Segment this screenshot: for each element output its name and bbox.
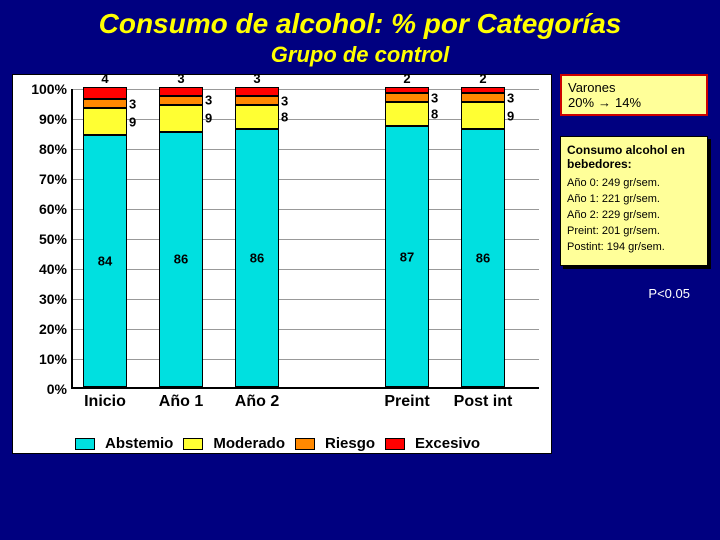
bar-value-label: 3 xyxy=(278,93,298,108)
bar-value-label: 9 xyxy=(202,111,222,126)
bar-value-label: 9 xyxy=(504,108,524,123)
bar-segment: 3 xyxy=(235,96,279,105)
bar-value-label: 87 xyxy=(386,249,428,264)
bar-value-label: 3 xyxy=(428,90,448,105)
legend: Abstemio Moderado Riesgo Excesivo xyxy=(75,435,480,452)
slide-subtitle: Grupo de control xyxy=(0,42,720,68)
legend-swatch xyxy=(183,438,203,450)
content-row: 0%10%20%30%40%50%60%70%80%90%100%84934In… xyxy=(0,74,720,454)
bar-segment: 84 xyxy=(83,135,127,387)
bar-value-label: 2 xyxy=(462,71,504,86)
varones-to: 14% xyxy=(615,95,641,110)
bar: 87832Preint xyxy=(385,87,429,387)
legend-swatch xyxy=(385,438,405,450)
bar-value-label: 86 xyxy=(160,252,202,267)
bar: 86932Post int xyxy=(461,87,505,387)
bar-segment: 3 xyxy=(235,87,279,96)
consumo-line: Año 2: 229 gr/sem. xyxy=(567,209,701,221)
legend-label: Abstemio xyxy=(105,435,173,452)
bar-segment: 86 xyxy=(461,129,505,387)
legend-label: Excesivo xyxy=(415,435,480,452)
bar-segment: 9 xyxy=(159,105,203,132)
x-tick-label: Inicio xyxy=(84,393,126,411)
consumo-header: Consumo alcohol en bebedores: xyxy=(567,143,701,171)
varones-from: 20% xyxy=(568,95,594,110)
y-tick-label: 20% xyxy=(25,321,73,337)
bar-segment: 3 xyxy=(159,96,203,105)
bar-value-label: 3 xyxy=(126,96,146,111)
bar-value-label: 3 xyxy=(504,90,524,105)
bar-segment: 3 xyxy=(461,93,505,102)
x-tick-label: Año 2 xyxy=(235,393,279,411)
p-value: P<0.05 xyxy=(560,286,708,301)
x-tick-label: Preint xyxy=(384,393,429,411)
consumo-line: Año 1: 221 gr/sem. xyxy=(567,193,701,205)
bar: 86833Año 2 xyxy=(235,87,279,387)
legend-label: Moderado xyxy=(213,435,285,452)
x-tick-label: Post int xyxy=(454,393,513,411)
bar-value-label: 3 xyxy=(236,71,278,86)
y-tick-label: 0% xyxy=(25,381,73,397)
bar-segment: 2 xyxy=(461,87,505,93)
bar-value-label: 2 xyxy=(386,71,428,86)
y-tick-label: 50% xyxy=(25,231,73,247)
bar-value-label: 86 xyxy=(462,251,504,266)
varones-title: Varones xyxy=(568,80,700,95)
bar-segment: 87 xyxy=(385,126,429,387)
y-tick-label: 90% xyxy=(25,111,73,127)
bar-value-label: 8 xyxy=(278,110,298,125)
y-tick-label: 70% xyxy=(25,171,73,187)
legend-label: Riesgo xyxy=(325,435,375,452)
bar-segment: 4 xyxy=(83,87,127,99)
bar-value-label: 84 xyxy=(84,254,126,269)
y-tick-label: 40% xyxy=(25,261,73,277)
consumo-line: Preint: 201 gr/sem. xyxy=(567,225,701,237)
bar-value-label: 3 xyxy=(160,71,202,86)
consumo-line: Postint: 194 gr/sem. xyxy=(567,241,701,253)
bar-segment: 3 xyxy=(159,87,203,96)
consumo-line: Año 0: 249 gr/sem. xyxy=(567,177,701,189)
varones-box: Varones 20% → 14% xyxy=(560,74,708,116)
bar-value-label: 3 xyxy=(202,93,222,108)
y-tick-label: 60% xyxy=(25,201,73,217)
y-tick-label: 30% xyxy=(25,291,73,307)
bar-value-label: 9 xyxy=(126,114,146,129)
bar-segment: 3 xyxy=(83,99,127,108)
slide-title: Consumo de alcohol: % por Categorías xyxy=(0,0,720,40)
bar-segment: 2 xyxy=(385,87,429,93)
bar-segment: 86 xyxy=(159,132,203,387)
bar-segment: 9 xyxy=(461,102,505,129)
side-panel: Varones 20% → 14% Consumo alcohol en beb… xyxy=(552,74,708,454)
y-tick-label: 80% xyxy=(25,141,73,157)
bar-segment: 86 xyxy=(235,129,279,387)
legend-swatch xyxy=(75,438,95,450)
arrow-icon: → xyxy=(598,95,611,110)
x-tick-label: Año 1 xyxy=(159,393,203,411)
bar-segment: 8 xyxy=(235,105,279,129)
plot-area: 0%10%20%30%40%50%60%70%80%90%100%84934In… xyxy=(71,89,539,389)
bar-value-label: 86 xyxy=(236,251,278,266)
bar-value-label: 8 xyxy=(428,107,448,122)
legend-swatch xyxy=(295,438,315,450)
bar-segment: 9 xyxy=(83,108,127,135)
y-tick-label: 10% xyxy=(25,351,73,367)
y-tick-label: 100% xyxy=(25,81,73,97)
bar-segment: 3 xyxy=(385,93,429,102)
varones-values: 20% → 14% xyxy=(568,95,700,110)
consumo-box: Consumo alcohol en bebedores: Año 0: 249… xyxy=(560,136,708,266)
chart-area: 0%10%20%30%40%50%60%70%80%90%100%84934In… xyxy=(12,74,552,454)
bar: 84934Inicio xyxy=(83,87,127,387)
bar-segment: 8 xyxy=(385,102,429,126)
bar: 86933Año 1 xyxy=(159,87,203,387)
bar-value-label: 4 xyxy=(84,71,126,86)
